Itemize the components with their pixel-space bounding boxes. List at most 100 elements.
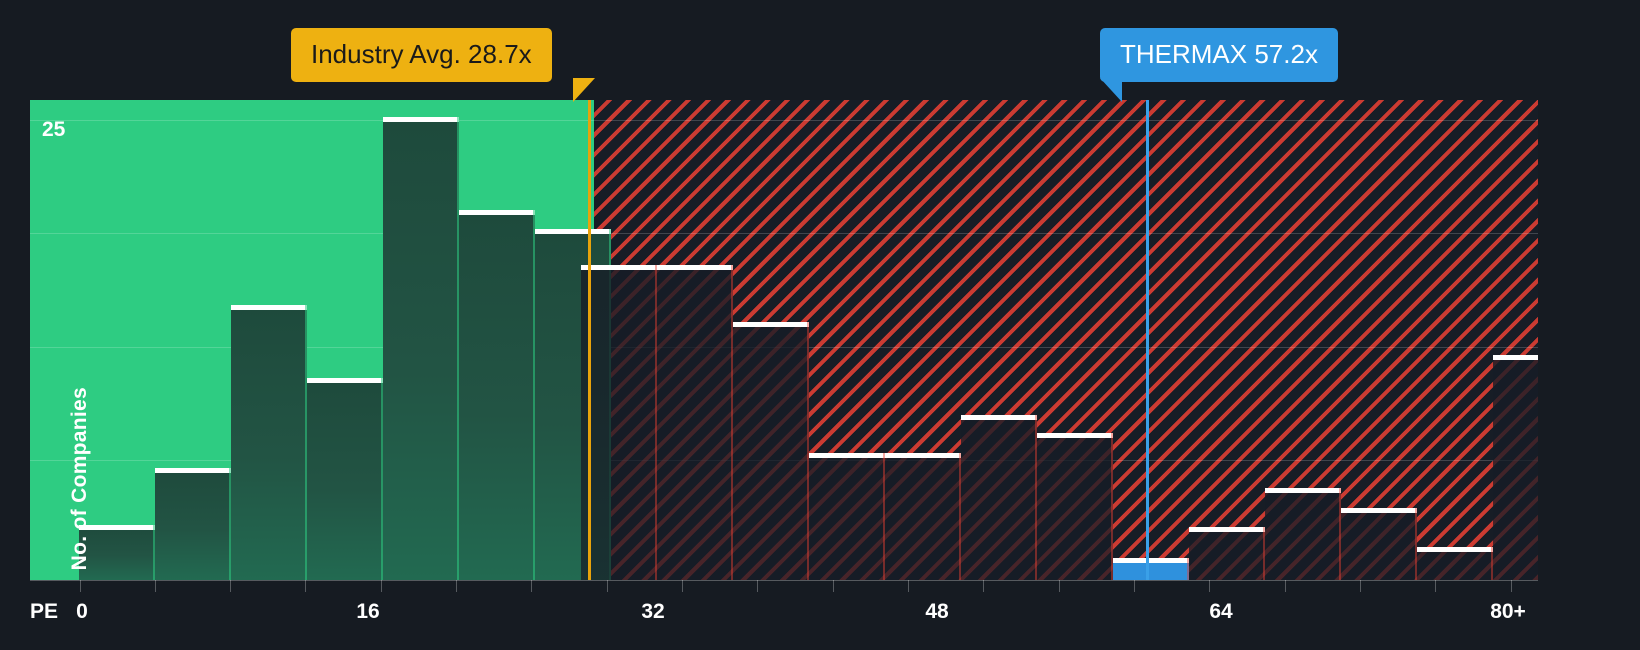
industry-average-callout-tail: [573, 78, 595, 102]
x-axis-tick: [1209, 580, 1210, 592]
bar-bin-10[interactable]: [733, 322, 809, 580]
bar-bin-8[interactable]: [581, 265, 657, 580]
bar-separator: [1491, 547, 1493, 580]
bar-cap: [231, 305, 307, 310]
gridline-3: [30, 233, 1538, 234]
bar-bin-17[interactable]: [1265, 488, 1341, 580]
x-axis-label-48: 48: [925, 600, 949, 623]
bar-bin-16[interactable]: [1189, 527, 1265, 580]
bar-separator: [381, 378, 383, 580]
bar-separator: [1111, 433, 1113, 580]
x-axis-tick: [607, 580, 608, 592]
bar-fill: [307, 378, 383, 580]
x-axis-tick: [983, 580, 984, 592]
x-axis-tick: [1511, 580, 1512, 592]
gridline-25: [30, 120, 1538, 121]
x-axis-tick: [531, 580, 532, 592]
bar-cap: [1189, 527, 1265, 532]
bar-fill: [1037, 433, 1113, 580]
bar-cap: [79, 525, 155, 530]
bar-separator: [807, 322, 809, 580]
x-axis-label-80: 80+: [1490, 600, 1526, 623]
x-axis-tick: [682, 580, 683, 592]
x-axis-label-64: 64: [1209, 600, 1233, 623]
bar-bin-6[interactable]: [459, 210, 535, 580]
bar-fill: [1417, 547, 1493, 580]
bar-separator: [655, 265, 657, 580]
plot-area: 25 No. of Companies: [30, 100, 1538, 580]
bar-fill: [733, 322, 809, 580]
bar-cap: [307, 378, 383, 383]
y-axis-title: No. of Companies: [68, 386, 91, 570]
bar-separator: [731, 265, 733, 580]
x-axis-label-0: 0: [76, 600, 88, 623]
x-axis-tick: [1360, 580, 1361, 592]
bar-separator: [533, 210, 535, 580]
bar-separator: [1415, 508, 1417, 580]
x-axis-line: [30, 580, 1538, 581]
bar-separator: [1187, 558, 1189, 580]
x-axis-prefix-label: PE: [30, 600, 59, 623]
bar-cap: [459, 210, 535, 215]
bar-fill: [657, 265, 733, 580]
bar-bin-14[interactable]: [1037, 433, 1113, 580]
x-axis-tick: [833, 580, 834, 592]
bar-cap: [1341, 508, 1417, 513]
bar-bin-4[interactable]: [307, 378, 383, 580]
bar-bin-9[interactable]: [657, 265, 733, 580]
x-axis-tick: [1134, 580, 1135, 592]
bar-bin-11[interactable]: [809, 453, 885, 580]
bar-separator: [1263, 527, 1265, 580]
bar-fill: [459, 210, 535, 580]
bar-bin-5[interactable]: [383, 117, 459, 580]
bar-bin-3[interactable]: [231, 305, 307, 580]
x-axis-label-32: 32: [641, 600, 665, 623]
bar-fill: [1341, 508, 1417, 580]
bar-cap: [1417, 547, 1493, 552]
x-axis-tick: [1435, 580, 1436, 592]
industry-average-callout[interactable]: Industry Avg. 28.7x: [291, 28, 552, 82]
bar-separator: [959, 453, 961, 580]
x-axis-tick: [80, 580, 81, 592]
x-axis-tick: [305, 580, 306, 592]
bar-separator: [1035, 415, 1037, 580]
bar-fill: [961, 415, 1037, 580]
bar-separator: [1339, 488, 1341, 580]
bar-fill: [231, 305, 307, 580]
bar-fill: [1265, 488, 1341, 580]
bar-cap: [383, 117, 459, 122]
company-pe-line: [1146, 100, 1149, 580]
bar-bin-18[interactable]: [1341, 508, 1417, 580]
bar-separator: [883, 453, 885, 580]
bar-fill: [1113, 558, 1189, 580]
bar-fill: [1493, 355, 1538, 580]
x-axis-tick: [381, 580, 382, 592]
bar-bin-13[interactable]: [961, 415, 1037, 580]
company-pe-callout[interactable]: THERMAX 57.2x: [1100, 28, 1338, 82]
x-axis-tick: [908, 580, 909, 592]
bar-bin-20[interactable]: [1493, 355, 1538, 580]
bar-fill: [1189, 527, 1265, 580]
bar-cap: [535, 229, 611, 234]
bar-cap: [733, 322, 809, 327]
bar-cap: [581, 265, 657, 270]
bar-bin-15-highlighted[interactable]: [1113, 558, 1189, 580]
bar-cap: [885, 453, 961, 458]
bar-cap: [1493, 355, 1538, 360]
bar-separator: [229, 468, 231, 580]
bar-cap: [657, 265, 733, 270]
bar-separator: [457, 117, 459, 580]
bar-bin-2[interactable]: [155, 468, 231, 580]
bar-cap: [155, 468, 231, 473]
x-axis-label-16: 16: [356, 600, 380, 623]
bar-cap: [1265, 488, 1341, 493]
bar-fill: [79, 525, 155, 580]
bar-bin-12[interactable]: [885, 453, 961, 580]
bar-separator: [305, 305, 307, 580]
industry-average-line: [588, 100, 591, 580]
bar-bin-19[interactable]: [1417, 547, 1493, 580]
bar-separator: [153, 525, 155, 580]
bar-bin-1[interactable]: [79, 525, 155, 580]
bar-fill: [809, 453, 885, 580]
